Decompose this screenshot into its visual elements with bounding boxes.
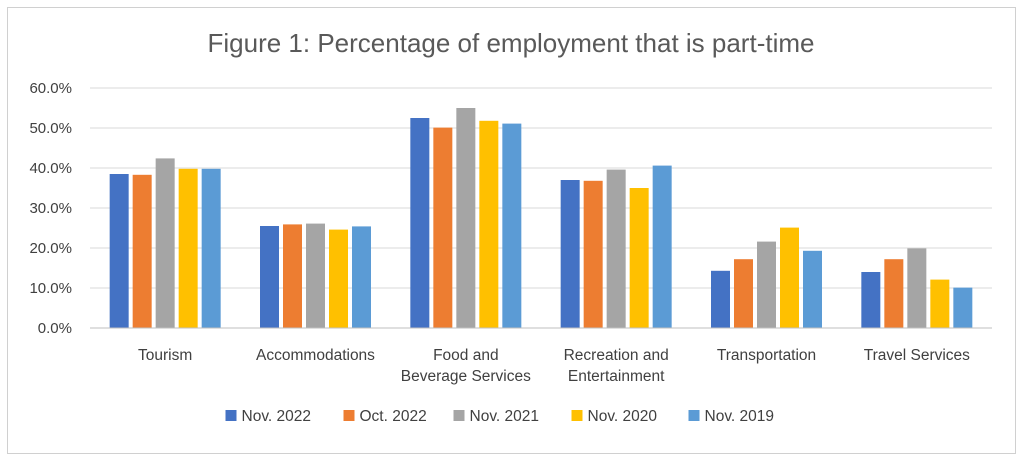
legend-label: Nov. 2020 bbox=[588, 408, 658, 425]
legend-label: Nov. 2019 bbox=[705, 408, 775, 425]
category-label: Entertainment bbox=[568, 368, 665, 385]
bar bbox=[711, 270, 730, 328]
chart-title: Figure 1: Percentage of employment that … bbox=[208, 28, 815, 58]
bar bbox=[560, 180, 580, 328]
category-label: Beverage Services bbox=[401, 368, 531, 385]
y-tick-label: 50.0% bbox=[29, 120, 72, 137]
y-tick-label: 20.0% bbox=[29, 240, 72, 257]
bar bbox=[329, 229, 348, 328]
bar bbox=[780, 227, 799, 328]
legend-swatch bbox=[225, 410, 237, 421]
bars bbox=[109, 108, 973, 328]
bar bbox=[757, 241, 776, 328]
bar bbox=[178, 168, 198, 328]
y-tick-label: 40.0% bbox=[29, 160, 72, 177]
legend-swatch bbox=[688, 410, 700, 421]
bar bbox=[456, 108, 476, 328]
category-label: Recreation and bbox=[564, 347, 669, 364]
bar bbox=[283, 224, 302, 328]
bar bbox=[201, 168, 221, 328]
bar bbox=[155, 158, 175, 328]
bar bbox=[953, 287, 973, 328]
legend: Nov. 2022 Oct. 2022 Nov. 2021 Nov. 2020 Nov.… bbox=[225, 408, 775, 425]
bar bbox=[629, 188, 649, 328]
bar bbox=[502, 123, 522, 328]
bar bbox=[884, 259, 904, 328]
bar bbox=[306, 223, 325, 328]
bar bbox=[260, 226, 279, 328]
bar bbox=[109, 174, 129, 328]
category-label: Tourism bbox=[138, 347, 192, 364]
legend-label: Oct. 2022 bbox=[360, 408, 427, 425]
y-tick-label: 0.0% bbox=[38, 320, 72, 337]
bar bbox=[803, 250, 822, 328]
legend-swatch bbox=[453, 410, 465, 421]
legend-label: Nov. 2021 bbox=[470, 408, 540, 425]
bar bbox=[930, 279, 950, 328]
bar bbox=[606, 169, 626, 328]
bar bbox=[352, 226, 371, 328]
category-label: Food and bbox=[433, 347, 499, 364]
category-labels: Tourism Accommodations Food and Beverage Se… bbox=[138, 347, 970, 385]
bar bbox=[861, 272, 881, 328]
y-tick-label: 60.0% bbox=[29, 80, 72, 97]
legend-swatch bbox=[343, 410, 355, 421]
bar bbox=[734, 259, 753, 328]
legend-swatch bbox=[571, 410, 583, 421]
y-tick-label: 10.0% bbox=[29, 280, 72, 297]
bar bbox=[479, 120, 499, 328]
gridlines bbox=[90, 87, 992, 289]
category-label: Transportation bbox=[717, 347, 816, 364]
bar bbox=[907, 248, 927, 328]
bar bbox=[433, 127, 453, 328]
category-label: Accommodations bbox=[256, 347, 375, 364]
bar bbox=[583, 180, 603, 328]
legend-label: Nov. 2022 bbox=[242, 408, 312, 425]
bar bbox=[652, 165, 672, 328]
y-axis-ticks: 0.0% 10.0% 20.0% 30.0% 40.0% 50.0% 60.0% bbox=[29, 80, 72, 337]
bar bbox=[410, 118, 430, 328]
category-label: Travel Services bbox=[864, 347, 970, 364]
y-tick-label: 30.0% bbox=[29, 200, 72, 217]
bar bbox=[132, 174, 152, 328]
